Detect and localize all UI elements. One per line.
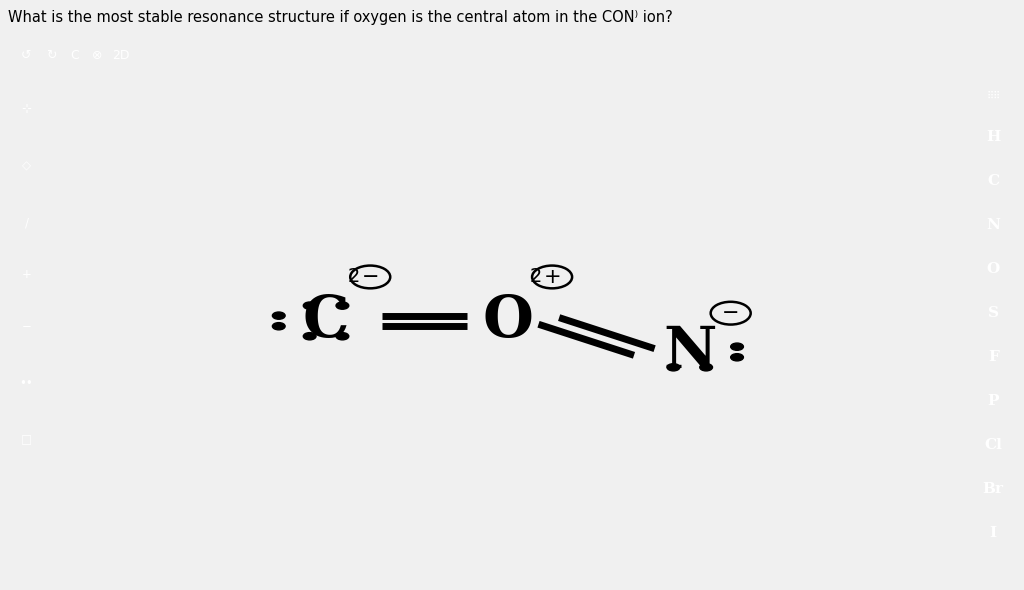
Text: −: − <box>722 303 739 323</box>
Text: ••: •• <box>19 376 34 389</box>
Circle shape <box>336 302 349 309</box>
Circle shape <box>731 343 743 350</box>
Circle shape <box>303 333 316 340</box>
Text: 2D: 2D <box>112 49 130 62</box>
Circle shape <box>336 333 349 340</box>
Circle shape <box>272 323 285 330</box>
Text: +: + <box>22 268 32 281</box>
Text: Br: Br <box>983 482 1004 496</box>
Circle shape <box>699 363 713 371</box>
Text: +: + <box>544 267 561 287</box>
Text: S: S <box>988 306 998 320</box>
Text: C: C <box>303 293 349 349</box>
Text: 2: 2 <box>347 267 359 287</box>
Circle shape <box>731 353 743 361</box>
Text: −: − <box>22 320 32 333</box>
Text: ↻: ↻ <box>46 49 56 62</box>
Text: O: O <box>987 262 999 276</box>
Text: C: C <box>987 174 999 188</box>
Text: ◇: ◇ <box>23 159 31 172</box>
Circle shape <box>272 312 285 319</box>
Text: O: O <box>482 293 534 349</box>
Text: C: C <box>71 49 79 62</box>
Text: N: N <box>986 218 1000 232</box>
Circle shape <box>667 363 680 371</box>
Text: I: I <box>990 526 996 540</box>
Circle shape <box>303 302 316 309</box>
Text: N: N <box>663 324 717 380</box>
Text: ⠿⠿: ⠿⠿ <box>986 91 1000 101</box>
Text: ⊗: ⊗ <box>92 49 102 62</box>
Text: □: □ <box>22 434 32 447</box>
Text: 2: 2 <box>529 267 542 287</box>
Text: −: − <box>361 267 379 287</box>
Text: ⊹: ⊹ <box>22 102 32 115</box>
Text: H: H <box>986 130 1000 144</box>
Text: P: P <box>987 394 999 408</box>
Text: ↺: ↺ <box>20 49 31 62</box>
Text: F: F <box>988 350 998 364</box>
Text: /: / <box>25 216 29 229</box>
Text: What is the most stable resonance structure if oxygen is the central atom in the: What is the most stable resonance struct… <box>8 10 673 25</box>
Text: Cl: Cl <box>984 438 1002 452</box>
